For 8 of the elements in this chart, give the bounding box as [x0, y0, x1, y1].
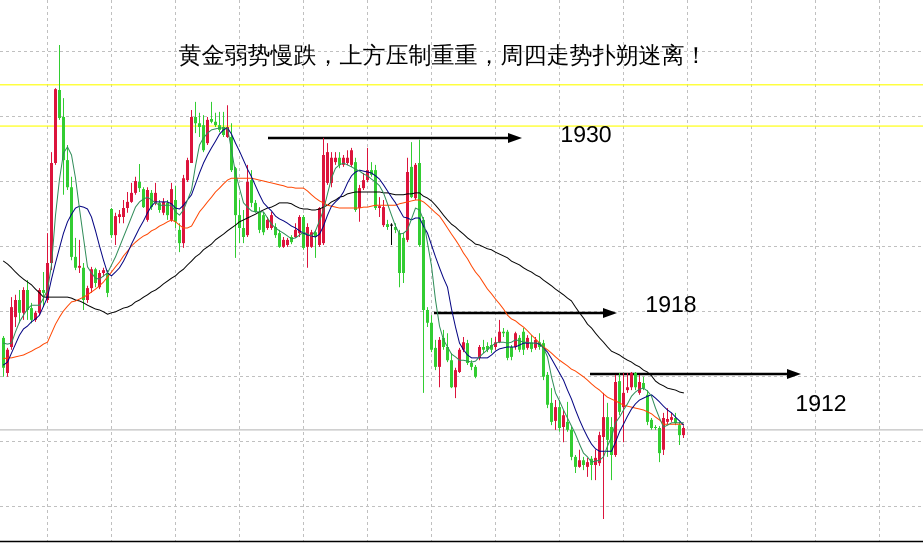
candlestick [210, 102, 213, 124]
text: 1912 [795, 390, 847, 416]
candlestick [78, 240, 81, 273]
annotation: 1918 [645, 291, 697, 317]
candlestick [626, 373, 629, 393]
candlestick [390, 223, 393, 246]
chart-title: 黄金弱势慢跌，上方压制重重，周四走势扑朔迷离！ [178, 43, 708, 69]
annotation: 1930 [560, 121, 612, 147]
